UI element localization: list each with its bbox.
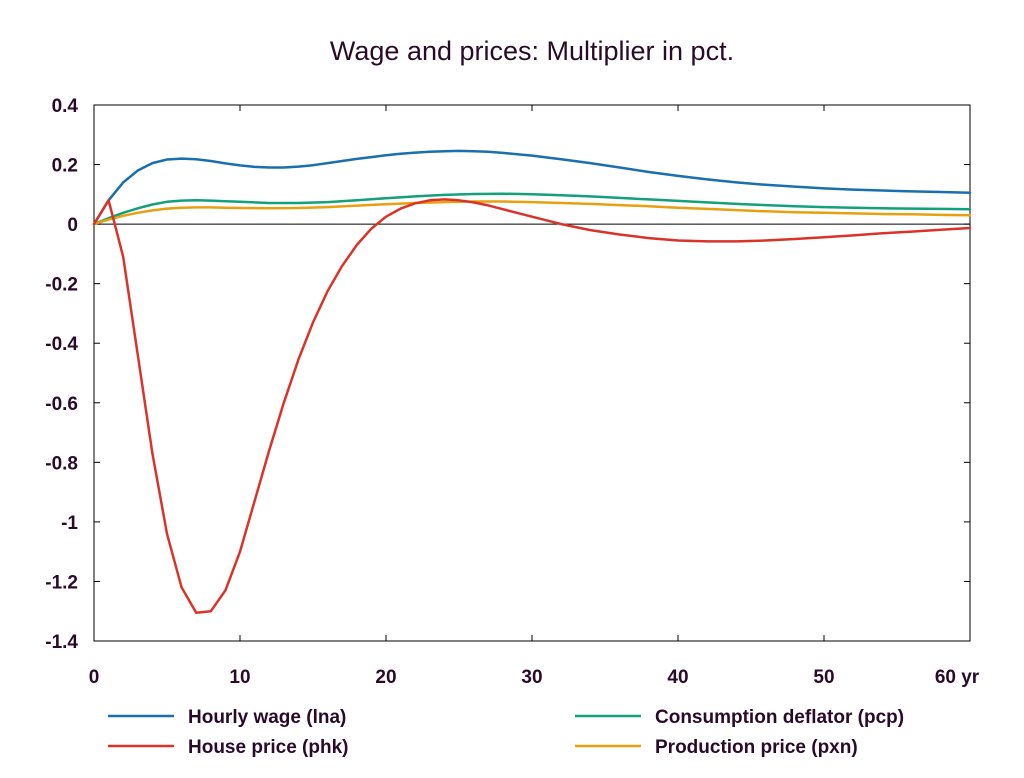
y-tick-label: -1 [61,513,78,534]
chart-title: Wage and prices: Multiplier in pct. [330,36,734,66]
legend-label: Production price (pxn) [655,737,858,758]
axes: 0.4 0.2 0 -0.2 -0.4 -0.6 -0.8 -1 -1.2 -1.4 0 10 20 30… [45,96,980,688]
y-tick-label: -0.8 [45,453,78,474]
x-tick-label: 60 yr [935,667,980,688]
x-tick-label: 20 [375,667,396,688]
y-tick-label: -0.6 [45,394,78,415]
series-line-2 [92,198,972,614]
legend-label: Hourly wage (lna) [188,707,346,728]
x-tick-label: 40 [667,667,688,688]
x-tick-label: 10 [229,667,250,688]
plot-frame [93,104,971,642]
legend-label: Consumption deflator (pcp) [655,707,904,728]
x-tick-label: 30 [521,667,542,688]
series-layer [92,149,972,614]
y-tick-label: -0.4 [45,334,78,355]
y-tick-label: -0.2 [45,275,78,296]
y-tick-label: 0.4 [52,96,79,117]
legend-item: Hourly wage (lna) [108,707,346,728]
series-line-1 [92,149,972,226]
x-tick-label: 0 [89,667,100,688]
legend: Hourly wage (lna) House price (phk) Consum… [108,707,904,758]
series-line-3 [92,192,972,226]
legend-item: Consumption deflator (pcp) [575,707,904,728]
y-tick-label: -1.2 [45,572,78,593]
x-tick-label: 50 [813,667,834,688]
legend-label: House price (phk) [188,737,348,758]
y-tick-label: 0.2 [52,156,78,177]
series-line-4 [92,200,972,226]
y-tick-label: -1.4 [45,632,78,653]
legend-item: Production price (pxn) [575,737,858,758]
legend-item: House price (phk) [108,737,348,758]
y-tick-label: 0 [67,215,78,236]
